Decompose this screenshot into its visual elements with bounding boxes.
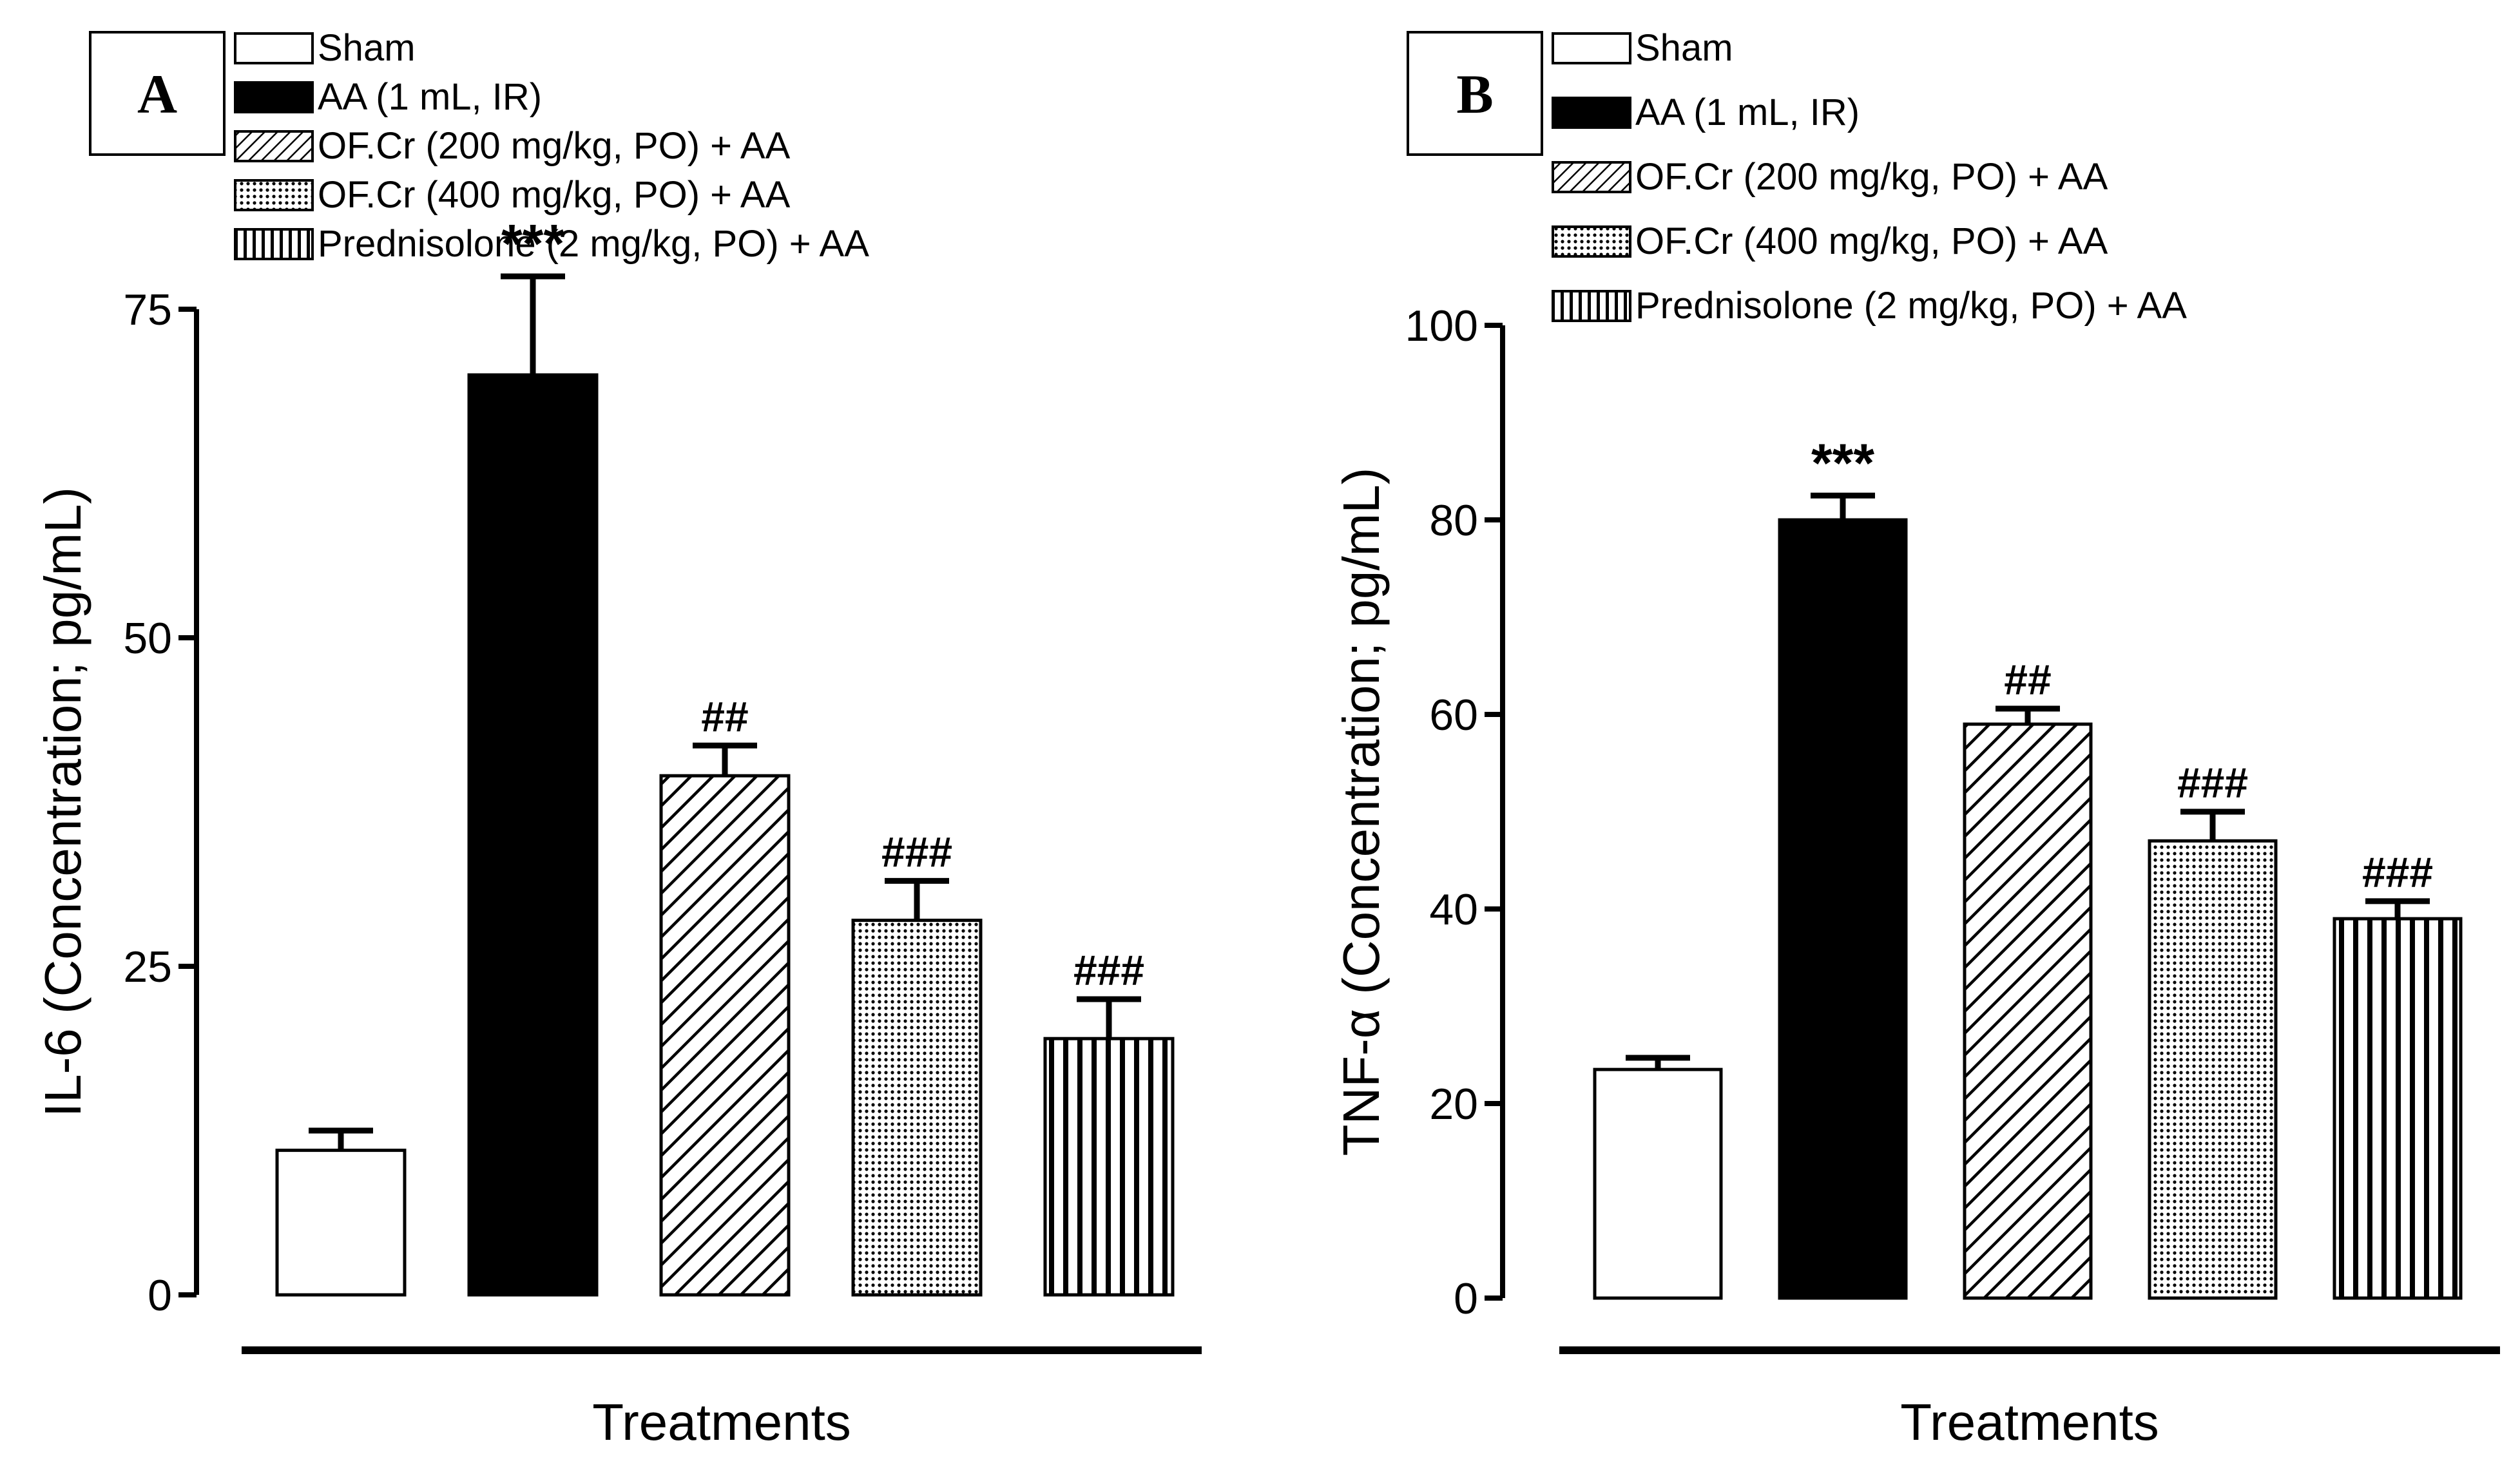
legend-label: OF.Cr (200 mg/kg, PO) + AA	[318, 125, 791, 167]
panel-label-box	[89, 31, 226, 156]
significance-label: ##	[2004, 656, 2051, 703]
significance-label: ###	[1073, 946, 1144, 994]
panel-label: A	[137, 63, 177, 125]
legend-label: OF.Cr (200 mg/kg, PO) + AA	[1635, 156, 2108, 198]
y-tick-label: 40	[1429, 885, 1478, 934]
legend-swatch-dots	[234, 179, 314, 211]
y-tick-label: 75	[123, 285, 172, 334]
legend-swatch-empty	[234, 32, 314, 64]
legend-label: Prednisolone (2 mg/kg, PO) + AA	[318, 223, 869, 265]
panel-label: B	[1456, 63, 1493, 125]
significance-label: ###	[2177, 759, 2248, 807]
bar-hatch	[1963, 722, 2093, 1300]
y-tick-label: 0	[148, 1271, 172, 1320]
panel-a: A Sham AA (1 mL, IR) OF.Cr (200 mg/kg, PO) …	[34, 27, 1202, 1451]
bar-vlines	[2332, 917, 2463, 1300]
panel-b: B Sham AA (1 mL, IR) OF.Cr (200 mg/kg, PO) …	[1332, 27, 2500, 1451]
legend-label: OF.Cr (400 mg/kg, PO) + AA	[1635, 220, 2108, 262]
legend-label: Sham	[1635, 27, 1733, 69]
bar-empty	[275, 1149, 407, 1297]
legend-swatch-empty	[1552, 32, 1631, 64]
bar-solid	[467, 373, 599, 1297]
x-axis-label: Treatments	[592, 1393, 851, 1451]
legend-swatch-hatch	[234, 130, 314, 162]
legend-swatch-vlines	[234, 228, 314, 260]
panel-label-box	[1407, 31, 1543, 156]
y-axis-label: TNF-α (Concentration; pg/mL)	[1332, 468, 1390, 1156]
bar-dots	[851, 919, 983, 1297]
bar-solid	[1778, 518, 1908, 1300]
y-tick-label: 25	[123, 942, 172, 991]
x-axis-label: Treatments	[1900, 1393, 2159, 1451]
bar-empty	[1593, 1067, 1723, 1300]
significance-label: ###	[881, 828, 952, 875]
significance-label: ***	[1811, 432, 1874, 493]
legend-label: Sham	[318, 27, 416, 69]
significance-label: ###	[2362, 848, 2433, 896]
y-tick-label: 0	[1454, 1274, 1478, 1323]
bar-hatch	[659, 774, 791, 1297]
legend-swatch-solid	[1552, 97, 1631, 129]
legend-swatch-hatch	[1552, 161, 1631, 193]
bar-vlines	[1043, 1037, 1175, 1297]
significance-label: ##	[701, 693, 748, 740]
legend-label: OF.Cr (400 mg/kg, PO) + AA	[318, 174, 791, 216]
legend-label: Prednisolone (2 mg/kg, PO) + AA	[1635, 285, 2187, 327]
legend-swatch-dots	[1552, 225, 1631, 258]
y-tick-label: 100	[1405, 301, 1478, 350]
y-tick-label: 20	[1429, 1080, 1478, 1129]
legend-label: AA (1 mL, IR)	[318, 76, 542, 118]
legend-swatch-solid	[234, 81, 314, 113]
bar-dots	[2148, 839, 2278, 1300]
legend-swatch-vlines	[1552, 290, 1631, 322]
y-tick-label: 80	[1429, 496, 1478, 545]
significance-label: ***	[501, 213, 564, 274]
legend-label: AA (1 mL, IR)	[1635, 91, 1860, 133]
y-axis-label: IL-6 (Concentration; pg/mL)	[34, 487, 91, 1117]
y-tick-label: 50	[123, 614, 172, 663]
y-tick-label: 60	[1429, 691, 1478, 740]
